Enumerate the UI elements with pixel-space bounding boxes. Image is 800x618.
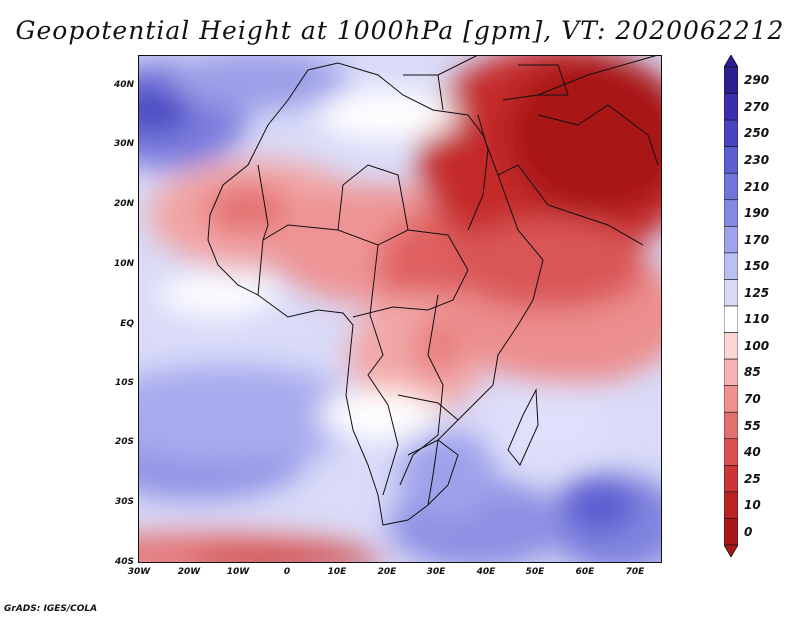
colorbar-level-label: 40 <box>744 445 761 460</box>
colorbar-swatch <box>724 491 738 519</box>
colorbar-swatch <box>724 226 738 254</box>
lon-label-30w: 30W <box>127 567 151 577</box>
lat-label-eq: EQ <box>120 319 134 329</box>
colorbar-swatch <box>724 385 738 413</box>
coastlines <box>207 55 659 526</box>
colorbar-cap-bottom <box>724 544 738 557</box>
lat-label-30n: 30N <box>113 139 134 149</box>
colorbar-swatch <box>724 332 738 360</box>
colorbar-swatch <box>724 172 738 201</box>
lat-label-40n: 40N <box>113 80 134 90</box>
colorbar-level-label: 210 <box>744 179 770 194</box>
map-panel <box>138 55 662 563</box>
lat-label-30s: 30S <box>114 497 134 507</box>
colorbar-swatch <box>724 465 738 493</box>
lat-label-10n: 10N <box>113 259 134 269</box>
lat-label-10s: 10S <box>114 378 134 388</box>
lon-label-0: 0 <box>283 567 291 577</box>
colorbar-level-label: 70 <box>744 391 761 406</box>
lat-label-20n: 20N <box>113 199 134 209</box>
colorbar-level-label: 170 <box>744 232 770 247</box>
lon-label-40e: 40E <box>476 567 496 577</box>
grads-credit: GrADS: IGES/COLA <box>4 604 98 614</box>
colorbar-swatch <box>724 279 738 307</box>
lon-label-10e: 10E <box>327 567 347 577</box>
colorbar-swatch <box>724 93 738 121</box>
colorbar-level-label: 190 <box>744 206 770 221</box>
colorbar-swatch <box>724 438 738 466</box>
height-field <box>138 55 662 563</box>
colorbar-swatch <box>724 199 738 227</box>
colorbar-swatch <box>724 66 738 94</box>
colorbar-level-label: 110 <box>744 312 770 327</box>
colorbar-level-label: 270 <box>744 99 770 114</box>
colorbar-level-label: 55 <box>744 418 761 433</box>
colorbar-swatch <box>724 358 738 386</box>
colorbar-swatch <box>724 411 738 440</box>
map-frame <box>138 55 662 563</box>
colorbar-swatch <box>724 252 738 280</box>
colorbar-swatch <box>724 305 738 333</box>
lon-label-20w: 20W <box>177 567 201 577</box>
lon-label-60e: 60E <box>575 567 595 577</box>
colorbar-level-label: 100 <box>744 338 770 353</box>
colorbar-level-label: 150 <box>744 259 770 274</box>
colorbar-level-label: 230 <box>744 152 770 167</box>
lat-label-20s: 20S <box>114 437 134 447</box>
colorbar <box>724 55 738 557</box>
colorbar-level-label: 10 <box>744 498 761 513</box>
map-title: Geopotential Height at 1000hPa [gpm], VT… <box>15 16 785 45</box>
lon-label-20e: 20E <box>377 567 397 577</box>
lon-label-30e: 30E <box>426 567 446 577</box>
colorbar-swatch <box>724 119 738 147</box>
lon-label-10w: 10W <box>226 567 250 577</box>
colorbar-swatch <box>724 146 738 174</box>
lat-label-40s: 40S <box>114 557 134 567</box>
colorbar-level-label: 85 <box>744 365 761 380</box>
colorbar-level-label: 250 <box>744 126 770 141</box>
colorbar-cap-top <box>724 55 738 68</box>
lon-label-70e: 70E <box>625 567 645 577</box>
colorbar-level-label: 125 <box>744 285 770 300</box>
colorbar-level-label: 25 <box>744 471 761 486</box>
colorbar-level-label: 290 <box>744 73 770 88</box>
colorbar-level-label: 0 <box>744 524 753 539</box>
colorbar-swatch <box>724 518 738 546</box>
lon-label-50e: 50E <box>525 567 545 577</box>
